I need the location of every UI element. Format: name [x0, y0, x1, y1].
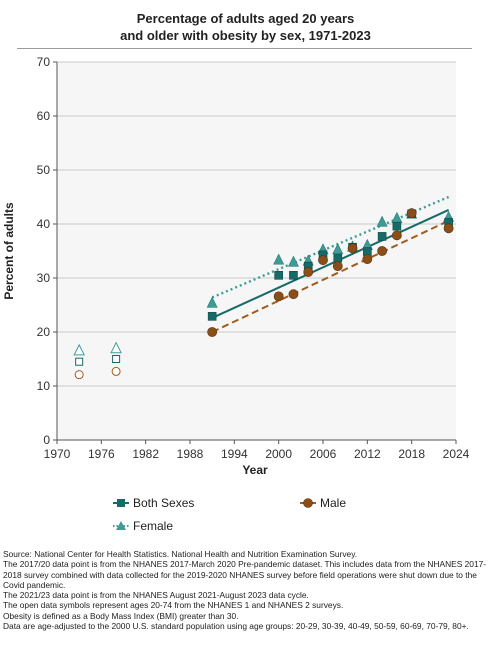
footnote-obesity-definition: Obesity is defined as a Body Mass Index …: [3, 610, 239, 621]
data-markers: [73, 207, 455, 380]
plot-area: [57, 62, 456, 440]
x-axis-label: Year: [242, 463, 268, 477]
footnotes: Source: National Center for Health Stati…: [3, 549, 489, 631]
open-point-female-1973: [73, 343, 85, 356]
open-point-male-1973: [74, 370, 84, 380]
open-point-male-1978: [111, 366, 121, 376]
x-tick-label-2024: 2024: [443, 447, 470, 461]
legend-item-female: Female: [113, 519, 173, 533]
y-tick-label-50: 50: [37, 163, 51, 177]
open-point-both-sexes-1973: [75, 357, 84, 366]
point-male-2008: [332, 261, 343, 272]
x-tick-label-1982: 1982: [132, 447, 159, 461]
y-tick-label-0: 0: [43, 433, 50, 447]
legend-item-both-sexes: Both Sexes: [113, 496, 194, 510]
legend-male-swatch: [300, 498, 316, 508]
obesity-chart: 0 10 20 30 40 50 60 70 1970 1976 1982 1988 1994 2000…: [2, 55, 470, 477]
x-tick-label-1976: 1976: [88, 447, 115, 461]
legend-female-swatch: [113, 521, 129, 530]
point-both-sexes-2016: [392, 221, 402, 231]
y-tick-label-40: 40: [37, 217, 51, 231]
point-male-2002: [288, 289, 299, 300]
legend-both-sexes-swatch: [113, 499, 129, 507]
legend-male-label: Male: [320, 496, 347, 510]
title-divider: [17, 48, 472, 49]
point-both-sexes-1991: [207, 312, 217, 321]
legend-female-label: Female: [133, 519, 174, 533]
footnote-age-adjusted: Data are age-adjusted to the 2000 U.S. s…: [3, 621, 469, 632]
point-male-2010: [347, 243, 358, 254]
x-tick-label-2018: 2018: [398, 447, 425, 461]
y-axis-ticks: 0 10 20 30 40 50 60 70: [37, 55, 57, 447]
y-tick-label-60: 60: [37, 109, 51, 123]
footnote-open-symbols: The open data symbols represent ages 20-…: [3, 600, 344, 611]
point-male-2014: [377, 246, 388, 256]
point-male-2023: [443, 223, 454, 234]
chart-title: Percentage of adults aged 20 years and o…: [0, 10, 491, 44]
gridlines: [57, 61, 456, 387]
y-tick-label-30: 30: [37, 271, 51, 285]
y-tick-label-10: 10: [37, 379, 51, 393]
x-tick-label-2006: 2006: [310, 447, 337, 461]
point-male-2016: [391, 230, 402, 241]
x-tick-label-1988: 1988: [177, 447, 204, 461]
point-male-2000: [273, 291, 284, 302]
point-male-1991: [207, 327, 218, 337]
point-female-1991: [206, 296, 218, 308]
legend-both-sexes-label: Both Sexes: [133, 496, 195, 510]
point-male-2018: [406, 208, 417, 219]
point-both-sexes-2000: [274, 271, 283, 280]
point-male-2006: [318, 255, 328, 266]
footnote-2021-23: The 2021/23 data point is from the NHANE…: [3, 590, 309, 601]
point-both-sexes-2008: [333, 253, 343, 263]
footnote-2017-20: The 2017/20 data point is from the NHANE…: [3, 559, 487, 590]
open-point-both-sexes-1978: [112, 355, 121, 363]
point-female-2014: [376, 215, 388, 227]
point-both-sexes-2002: [289, 271, 298, 280]
x-tick-label-1994: 1994: [221, 447, 248, 461]
y-tick-label-20: 20: [37, 325, 51, 339]
x-axis-ticks: 1970 1976 1982 1988 1994 2000 2006 2012 2018 2024: [44, 440, 470, 461]
footnote-source: Source: National Center for Health Stati…: [3, 549, 358, 559]
y-tick-label-70: 70: [37, 55, 51, 69]
y-axis-label: Percent of adults: [2, 202, 16, 300]
chart-title-line-2: and older with obesity by sex, 1971-2023: [120, 28, 371, 43]
legend-item-male: Male: [300, 496, 346, 510]
point-male-2004: [303, 267, 314, 277]
x-tick-label-1970: 1970: [44, 447, 71, 461]
trend-line-both-sexes: [211, 209, 450, 319]
point-female-2000: [273, 253, 285, 265]
point-male-2012: [362, 254, 373, 264]
chart-title-line-1: Percentage of adults aged 20 years: [136, 11, 355, 26]
point-both-sexes-2014: [377, 232, 387, 241]
point-female-2002: [287, 255, 299, 267]
x-tick-label-2000: 2000: [265, 447, 292, 461]
open-point-female-1978: [110, 341, 122, 354]
trend-lines: [211, 195, 450, 333]
x-tick-label-2012: 2012: [354, 447, 381, 461]
